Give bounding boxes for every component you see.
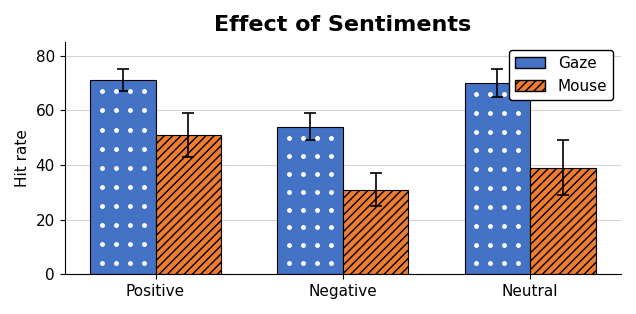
Bar [530, 168, 596, 274]
Title: Effect of Sentiments: Effect of Sentiments [214, 15, 471, 35]
Bar [90, 80, 156, 274]
Bar [156, 135, 221, 274]
Bar [343, 190, 408, 274]
Bar [464, 83, 530, 274]
Bar [277, 127, 343, 274]
Legend: Gaze, Mouse: Gaze, Mouse [509, 50, 613, 100]
Y-axis label: Hit rate: Hit rate [15, 129, 30, 187]
